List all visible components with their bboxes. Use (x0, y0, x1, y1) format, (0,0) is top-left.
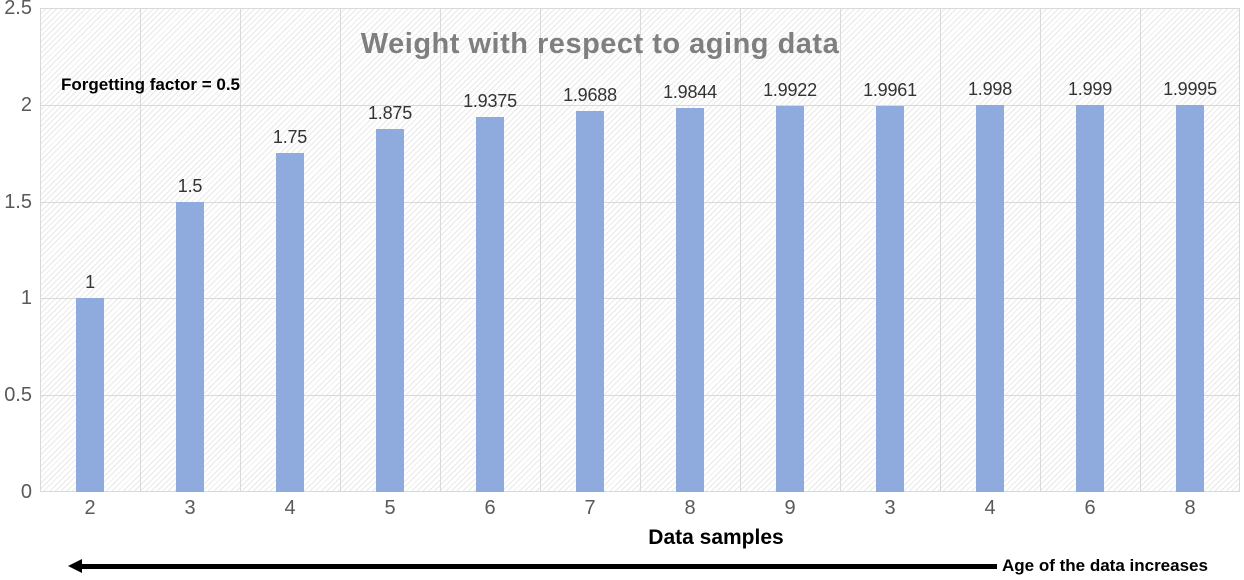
bar (276, 153, 304, 492)
x-tick-label: 2 (84, 497, 96, 519)
x-axis-title: Data samples (648, 526, 784, 549)
bar-value-label: 1 (85, 272, 95, 292)
h-gridline (40, 8, 1240, 9)
y-tick-label: 1.5 (4, 191, 32, 213)
x-tick-label: 6 (1084, 497, 1096, 519)
bar-value-label: 1.75 (272, 127, 308, 147)
v-gridline (840, 8, 841, 492)
bar (876, 106, 904, 492)
v-gridline (740, 8, 741, 492)
y-tick-label: 2.5 (4, 0, 32, 19)
v-gridline (1140, 8, 1141, 492)
v-gridline (640, 8, 641, 492)
x-tick-label: 7 (584, 497, 596, 519)
plot-area: 1 1.5 1.75 1.875 1.9375 1.9688 1.9844 1.9922 1.9… (40, 8, 1240, 492)
y-axis: 2.5 2 1.5 1 0.5 0 (0, 0, 34, 520)
x-tick-label: 8 (684, 497, 696, 519)
arrow-head-left-icon (68, 559, 82, 573)
x-tick-label: 3 (184, 497, 196, 519)
bar-value-label: 1.5 (177, 176, 203, 196)
bar-value-label: 1.999 (1067, 79, 1113, 99)
bar (576, 111, 604, 492)
h-gridline (40, 395, 1240, 396)
age-arrow-label: Age of the data increases (1002, 556, 1208, 575)
v-gridline (940, 8, 941, 492)
bar (776, 106, 804, 492)
bar (476, 117, 504, 492)
bar-value-label: 1.9688 (563, 85, 617, 105)
v-gridline (540, 8, 541, 492)
v-gridline (40, 8, 41, 492)
forgetting-factor-annotation: Forgetting factor = 0.5 (61, 75, 240, 94)
y-tick-label: 0.5 (4, 384, 32, 406)
chart-title: Weight with respect to aging data (360, 28, 840, 60)
bar-value-label: 1.9961 (863, 80, 917, 100)
v-gridline (1040, 8, 1041, 492)
y-tick-label: 2 (20, 94, 32, 116)
bar (676, 108, 704, 492)
x-tick-label: 8 (1184, 497, 1196, 519)
v-gridline (1239, 8, 1240, 492)
bar-value-label: 1.875 (367, 103, 413, 123)
bar (1176, 105, 1204, 492)
bar (1076, 105, 1104, 492)
bar-value-label: 1.9995 (1163, 79, 1217, 99)
bar-value-label: 1.9375 (463, 91, 517, 111)
h-gridline (40, 298, 1240, 299)
v-gridline (140, 8, 141, 492)
v-gridline (240, 8, 241, 492)
arrow-line (82, 564, 997, 569)
y-tick-label: 0 (20, 481, 32, 503)
y-tick-label: 1 (20, 287, 32, 309)
v-gridline (440, 8, 441, 492)
bar (976, 105, 1004, 492)
h-gridline (40, 202, 1240, 203)
x-tick-label: 4 (984, 497, 996, 519)
x-axis: 2 3 4 5 6 7 8 9 3 4 6 8 (0, 497, 1244, 523)
bar-value-label: 1.9844 (663, 82, 717, 102)
x-tick-label: 3 (884, 497, 896, 519)
x-tick-label: 9 (784, 497, 796, 519)
x-tick-label: 5 (384, 497, 396, 519)
h-gridline (40, 105, 1240, 106)
x-tick-label: 4 (284, 497, 296, 519)
bar (76, 298, 104, 492)
bar (176, 202, 204, 492)
h-gridline (40, 491, 1240, 492)
v-gridline (340, 8, 341, 492)
bar (376, 129, 404, 492)
x-tick-label: 6 (484, 497, 496, 519)
bar-value-label: 1.9922 (763, 80, 817, 100)
bar-value-label: 1.998 (967, 79, 1013, 99)
